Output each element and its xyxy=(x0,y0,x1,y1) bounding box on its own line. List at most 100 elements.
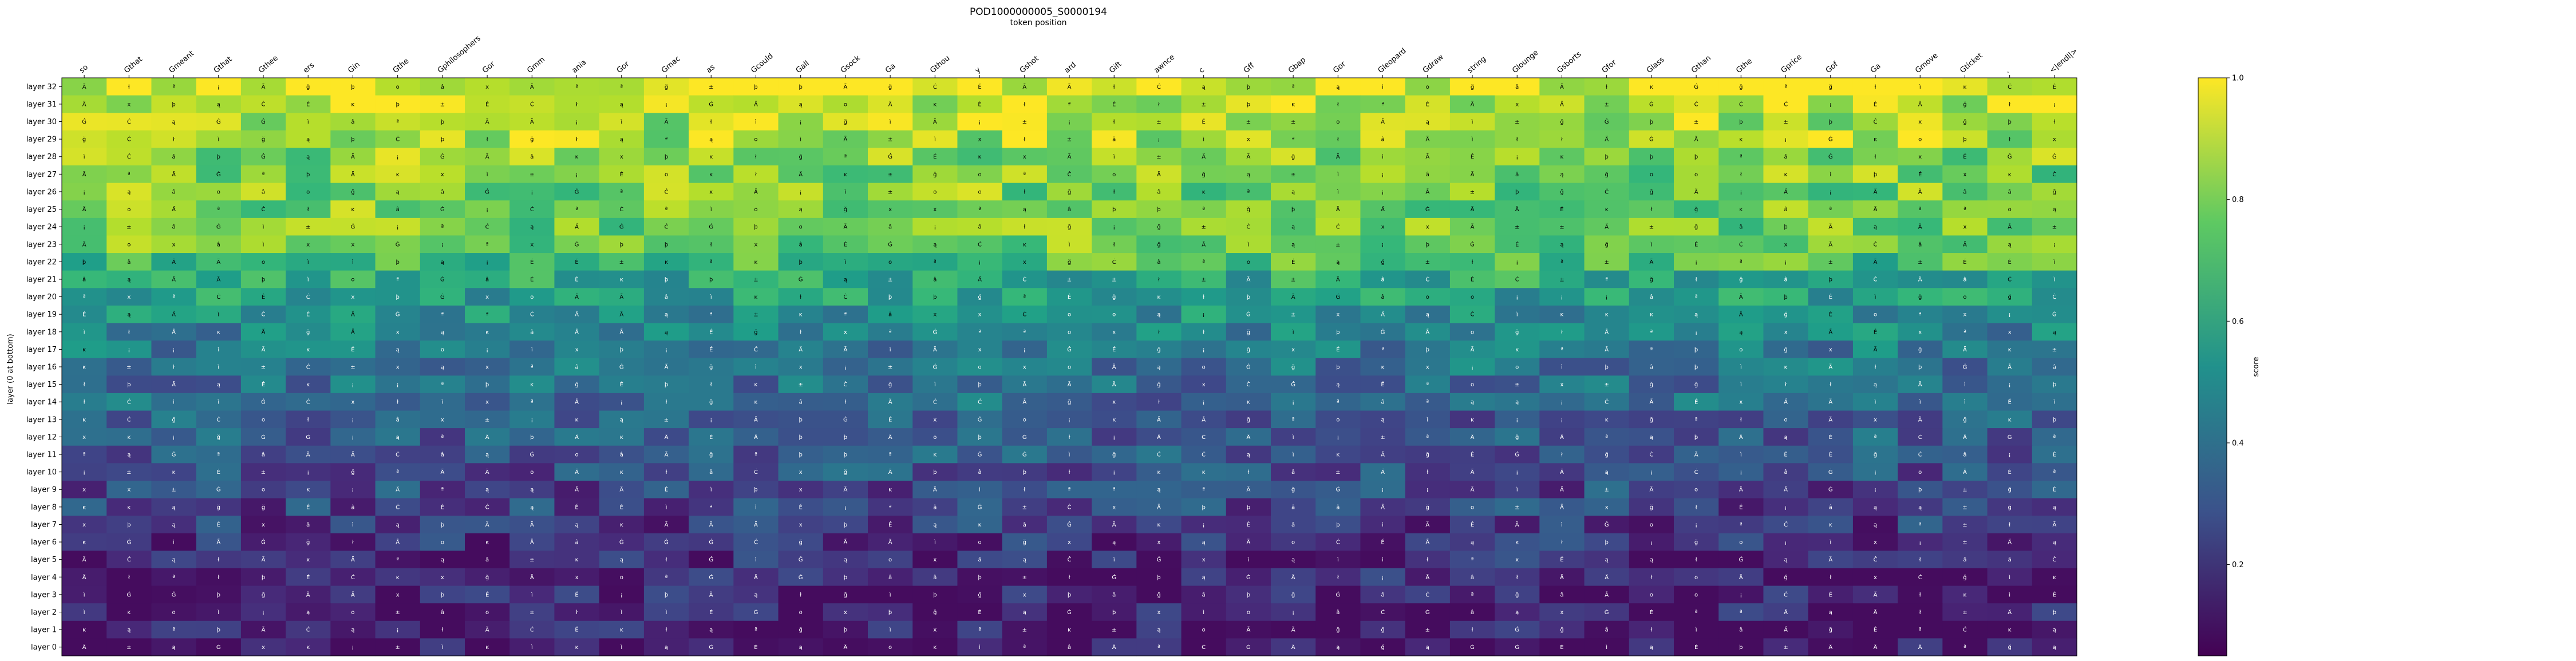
heatmap-cell xyxy=(643,165,689,184)
colorbar-ticks: 0.20.40.60.81.0 xyxy=(2227,74,2244,569)
heatmap-cell-label: ì xyxy=(1740,452,1742,458)
heatmap-cell-label: ª xyxy=(1695,609,1698,616)
heatmap-cell-label: x xyxy=(1112,504,1116,510)
heatmap-cell-label: Ċ xyxy=(1425,591,1429,598)
heatmap-cell-label: ª xyxy=(575,84,578,90)
heatmap-cell xyxy=(286,305,331,324)
heatmap-cell-label: ł xyxy=(1247,469,1249,476)
heatmap-cell-label: ğ xyxy=(888,84,892,90)
heatmap-cell xyxy=(868,148,913,166)
heatmap-cell xyxy=(509,183,555,201)
x-tick-label: Gphilosophers xyxy=(436,34,483,75)
heatmap-cell-label: ą xyxy=(306,137,310,143)
heatmap-cell-label: ì xyxy=(1247,241,1249,248)
heatmap-cell-label: þ xyxy=(1247,294,1250,300)
heatmap-cell xyxy=(1674,341,1719,359)
heatmap-cell-label: É xyxy=(665,486,668,493)
heatmap-cell-label: o xyxy=(1202,365,1206,371)
heatmap-cell xyxy=(1136,148,1182,166)
heatmap-cell-label: ą xyxy=(665,644,668,651)
heatmap-cell xyxy=(2032,78,2077,96)
heatmap-cell-label: Ä xyxy=(1068,153,1072,160)
heatmap-cell-label: ì xyxy=(262,224,264,231)
heatmap-cell-label: Ä xyxy=(1605,136,1609,143)
heatmap-cell-label: ą xyxy=(441,259,444,266)
heatmap-cell-label: ğ xyxy=(262,504,265,510)
heatmap-cell-label: ĸ xyxy=(396,172,400,178)
heatmap-cell-label: Ċ xyxy=(306,626,310,634)
heatmap-cell-label: o xyxy=(620,575,623,581)
heatmap-cell-label: x xyxy=(1605,504,1609,510)
heatmap-cell-label: ĸ xyxy=(1963,84,1967,90)
heatmap-cell xyxy=(1360,323,1406,341)
heatmap-cell xyxy=(1315,288,1361,306)
heatmap-cell-label: ª xyxy=(83,452,86,458)
heatmap-cell xyxy=(912,130,958,149)
heatmap-cell xyxy=(375,165,421,184)
heatmap-cell-label: ª xyxy=(1471,557,1474,563)
y-tick-label: layer 18 xyxy=(26,328,57,337)
heatmap-cell xyxy=(689,288,734,306)
heatmap-cell-label: x xyxy=(1068,540,1071,546)
heatmap-cell xyxy=(957,235,1003,254)
heatmap-cell-label: ± xyxy=(440,101,445,108)
heatmap-cell-label: þ xyxy=(799,434,802,441)
heatmap-cell-label: x xyxy=(844,329,847,335)
heatmap-cell-label: ± xyxy=(1559,276,1564,283)
heatmap-cell-label: x xyxy=(1202,382,1206,388)
heatmap-cell-label: Ã xyxy=(754,433,758,441)
heatmap-cell-label: þ xyxy=(441,522,444,528)
heatmap-cell-label: ì xyxy=(307,276,309,283)
heatmap-cell-label: â xyxy=(799,399,803,406)
heatmap-cell-label: Ċ xyxy=(1157,83,1161,90)
heatmap-cell xyxy=(554,253,600,271)
heatmap-cell-label: ± xyxy=(1962,609,1967,616)
heatmap-cell xyxy=(1584,113,1630,131)
heatmap-cell xyxy=(868,130,913,149)
heatmap-cell xyxy=(62,358,107,376)
heatmap-cell xyxy=(868,200,913,219)
heatmap-cell-label: ª xyxy=(1650,329,1653,335)
heatmap-cell xyxy=(286,358,331,376)
heatmap-cell xyxy=(1495,130,1540,149)
heatmap-cell xyxy=(778,358,824,376)
heatmap-cell-label: Ä xyxy=(1291,643,1295,651)
heatmap-cell xyxy=(1539,217,1585,236)
heatmap-cell-label: þ xyxy=(978,575,981,581)
heatmap-cell-label: â xyxy=(1157,259,1160,266)
heatmap-cell xyxy=(1002,341,1048,359)
heatmap-cell-label: Ä xyxy=(1471,486,1475,493)
x-tick-label: ers xyxy=(302,61,316,75)
y-tick-label: layer 15 xyxy=(26,381,57,389)
heatmap-cell-label: Ã xyxy=(1381,118,1385,125)
heatmap-cell-label: â xyxy=(441,84,444,90)
heatmap-cell-label: o xyxy=(888,259,892,266)
heatmap-cell-label: Ä xyxy=(888,100,892,108)
heatmap-cell-label: Ä xyxy=(1560,100,1564,108)
heatmap-cell-label: Ã xyxy=(575,398,579,406)
heatmap-cell-label: Ġ xyxy=(933,363,937,371)
heatmap-cell xyxy=(1718,235,1764,254)
heatmap-cell-label: ª xyxy=(710,259,713,266)
heatmap-cell xyxy=(240,288,286,306)
heatmap-cell xyxy=(1449,288,1495,306)
heatmap-cell-label: ł xyxy=(1561,540,1563,546)
heatmap-cell xyxy=(733,217,779,236)
heatmap-cell-label: o xyxy=(1963,294,1966,300)
heatmap-cell-label: ì xyxy=(172,539,175,546)
heatmap-cell-label: ğ xyxy=(1694,381,1698,388)
heatmap-cell-label: Ċ xyxy=(530,100,534,108)
heatmap-cell-label: Ċ xyxy=(530,311,534,318)
heatmap-cell xyxy=(420,165,465,184)
heatmap-cell xyxy=(330,165,376,184)
heatmap-cell xyxy=(1092,165,1137,184)
heatmap-cell-label: â xyxy=(351,118,354,125)
heatmap-cell-label: Ä xyxy=(2008,608,2012,616)
heatmap-cell xyxy=(778,323,824,341)
heatmap-cell xyxy=(1763,235,1809,254)
heatmap-cell xyxy=(1315,200,1361,219)
heatmap-cell xyxy=(286,183,331,201)
heatmap-cell xyxy=(1271,305,1316,324)
heatmap-cell-label: ± xyxy=(888,137,892,143)
heatmap-cell-label: ğ xyxy=(1336,627,1340,634)
